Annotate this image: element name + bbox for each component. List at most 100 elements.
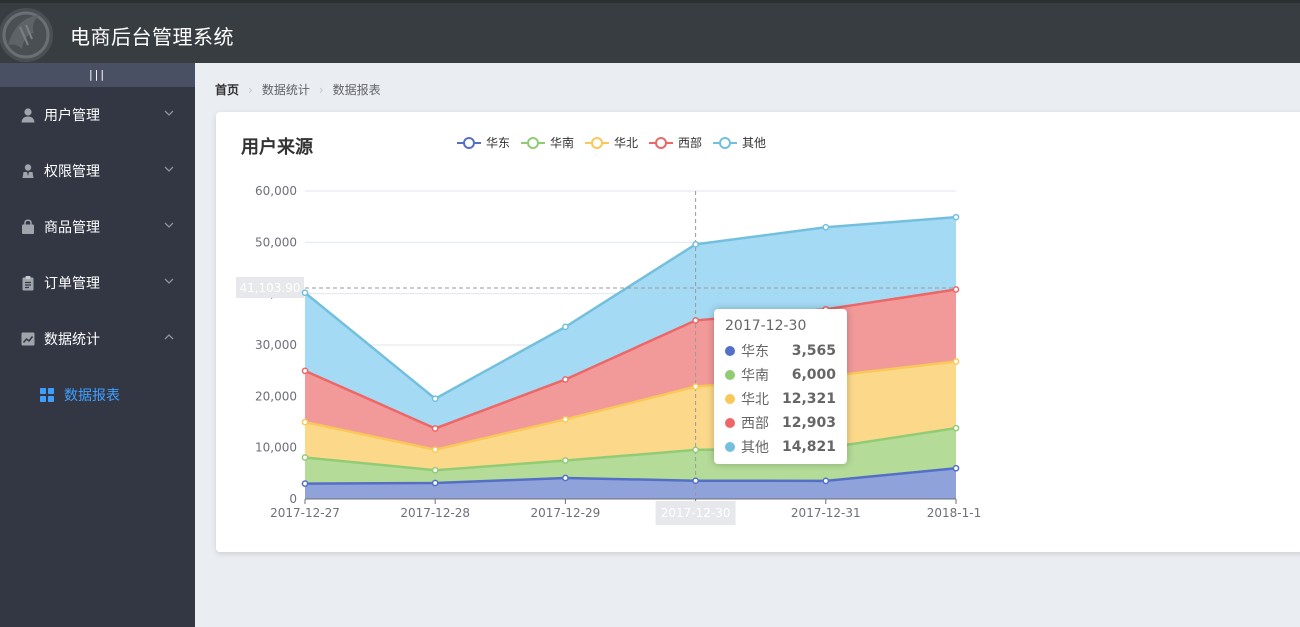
breadcrumb-level2: 数据报表 <box>332 83 381 97</box>
chevron-down-icon <box>163 219 175 231</box>
tooltip-series-value: 6,000 <box>791 367 836 383</box>
app-title: 电商后台管理系统 <box>70 25 234 49</box>
legend-marker <box>655 137 667 149</box>
data-point <box>692 446 699 454</box>
breadcrumb-level1: 数据统计 <box>261 83 310 97</box>
tooltip-series-name: 华南 <box>741 368 769 384</box>
breadcrumb: 首页 › 数据统计 › 数据报表 <box>215 81 381 98</box>
sidebar-item-goods[interactable]: 商品管理 <box>0 199 195 255</box>
sidebar-item-label: 用户管理 <box>44 108 100 124</box>
y-tick-label: 50,000 <box>255 235 297 249</box>
breadcrumb-home[interactable]: 首页 <box>215 83 240 97</box>
chevron-down-icon <box>163 275 175 287</box>
sidebar-subitem-label: 数据报表 <box>64 388 120 404</box>
tooltip-series-name: 其他 <box>741 440 769 456</box>
chevron-down-icon <box>163 107 175 119</box>
data-point <box>431 395 439 403</box>
series-dot-icon <box>725 418 735 428</box>
axis-pointer-x-label: 2017-12-30 <box>661 506 731 520</box>
axis-pointer-y-label: 41,103.90 <box>239 281 300 295</box>
data-point <box>301 454 309 461</box>
shopping-bag-icon <box>20 219 36 235</box>
x-tick-label: 2017-12-28 <box>400 506 470 520</box>
data-point <box>952 358 960 365</box>
area-5 <box>305 217 956 429</box>
y-tick-label: 20,000 <box>255 389 297 403</box>
series-dot-icon <box>725 370 735 380</box>
data-point <box>562 474 569 482</box>
data-point <box>952 464 960 472</box>
tooltip-date: 2017-12-30 <box>725 318 807 334</box>
series-line <box>304 215 957 401</box>
series-line <box>304 466 957 485</box>
legend-label: 华南 <box>550 135 574 150</box>
data-point <box>692 477 699 485</box>
clipboard-icon <box>20 275 36 291</box>
sidebar-item-label: 订单管理 <box>44 276 100 292</box>
sidebar-subitem-data-report[interactable]: 数据报表 <box>0 367 195 423</box>
tooltip-series-value: 12,903 <box>781 415 836 431</box>
data-point <box>301 367 309 375</box>
tooltip-series-name: 西部 <box>741 416 769 432</box>
tooltip-series-name: 华北 <box>741 392 769 408</box>
sidebar-item-label: 商品管理 <box>44 220 100 236</box>
tooltip-series-value: 12,321 <box>781 391 836 407</box>
data-point <box>431 466 439 474</box>
tooltip-row: 其他 14,821 <box>725 435 836 459</box>
tooltip-row: 华南 6,000 <box>725 363 836 387</box>
sidebar: ||| 用户管理 权限管理 商品管理 订单管理 <box>0 63 195 627</box>
data-point <box>562 416 569 423</box>
y-tick-label: 30,000 <box>255 338 297 352</box>
x-tick-label: 2018-1-1 <box>927 506 981 520</box>
legend-label: 华东 <box>486 136 510 150</box>
data-point <box>431 425 439 432</box>
tooltip-row: 华东 3,565 <box>725 339 836 363</box>
legend-marker <box>527 137 539 149</box>
legend-label: 华北 <box>614 136 638 150</box>
chart-tooltip: 2017-12-30 华东 3,565 华南 6,000 华北 12,321 西… <box>714 309 847 464</box>
x-tick-label: 2017-12-29 <box>531 506 601 520</box>
data-point <box>952 213 960 221</box>
chevron-up-icon <box>163 331 175 343</box>
data-point <box>431 479 439 487</box>
tooltip-row: 华北 12,321 <box>725 387 836 411</box>
data-point <box>562 376 569 383</box>
data-point <box>562 457 569 464</box>
permission-icon <box>20 163 36 179</box>
grid-icon <box>40 388 54 402</box>
sidebar-item-users[interactable]: 用户管理 <box>0 87 195 143</box>
data-point <box>952 286 960 293</box>
series-line <box>304 426 957 472</box>
series-dot-icon <box>725 346 735 356</box>
y-tick-label: 60,000 <box>255 184 297 198</box>
data-point <box>952 424 960 432</box>
data-point <box>301 418 309 426</box>
series-dot-icon <box>725 394 735 404</box>
y-tick-label: 0 <box>289 492 297 506</box>
x-tick-label: 2017-12-31 <box>791 506 861 520</box>
chart-title: 用户来源 <box>241 137 313 158</box>
chevron-down-icon <box>163 163 175 175</box>
tooltip-series-name: 华东 <box>741 344 769 360</box>
tooltip-series-value: 3,565 <box>791 343 836 359</box>
axis-pointer-x-label-bg <box>655 501 736 525</box>
sidebar-toggle-button[interactable]: ||| <box>0 63 195 87</box>
legend-label: 西部 <box>678 135 702 150</box>
data-point <box>692 317 699 324</box>
sidebar-item-statistics[interactable]: 数据统计 <box>0 311 195 367</box>
data-point <box>692 240 699 248</box>
data-point <box>562 323 569 331</box>
tooltip-row: 西部 12,903 <box>725 411 836 435</box>
sidebar-item-permissions[interactable]: 权限管理 <box>0 143 195 199</box>
data-point <box>301 289 309 297</box>
data-point <box>822 223 830 231</box>
legend-marker <box>463 137 475 149</box>
chart-icon <box>20 331 36 347</box>
sidebar-item-orders[interactable]: 订单管理 <box>0 255 195 311</box>
series-line <box>304 360 957 451</box>
legend-marker <box>719 137 731 149</box>
legend-marker <box>591 137 603 149</box>
sidebar-item-label: 数据统计 <box>44 332 100 348</box>
axis-pointer-y-label-bg <box>236 276 304 298</box>
